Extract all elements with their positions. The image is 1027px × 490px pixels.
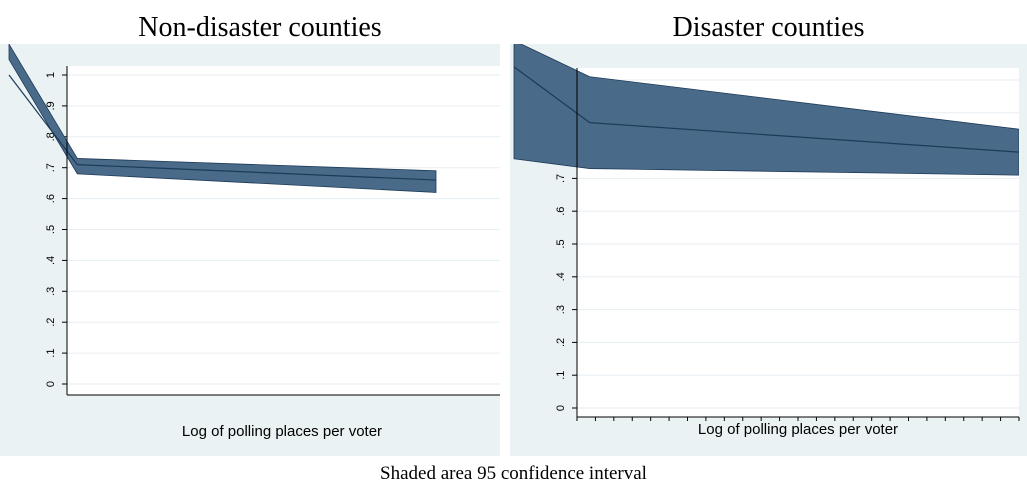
left-y-tick-label: .6: [45, 194, 57, 203]
right-y-tick-label: .2: [555, 338, 567, 347]
right-y-tick-label: .1: [555, 371, 567, 380]
right-x-axis-label: Log of polling places per voter: [698, 421, 898, 438]
right-y-tick-label: .3: [555, 305, 567, 314]
left-y-tick-label: .2: [45, 318, 57, 327]
right-y-tick-label: .6: [555, 207, 567, 216]
left-y-tick-label: .1: [45, 349, 57, 358]
chart-non-disaster: 0 .1 .2 .3 .4 .5 .6 .7 .8 .9 1 Log of polling place…: [0, 44, 500, 456]
left-x-axis-label: Log of polling places per voter: [182, 423, 382, 440]
chart-title-non-disaster: Non-disaster counties: [138, 12, 382, 43]
left-y-tick-label: .3: [45, 287, 57, 296]
left-plot-area: [67, 66, 500, 395]
left-y-tick-label: 0: [45, 381, 57, 387]
left-y-tick-label: .7: [45, 163, 57, 172]
left-y-tick-label: 1: [45, 72, 57, 78]
chart-title-disaster: Disaster counties: [672, 12, 865, 43]
right-y-tick-label: .4: [555, 272, 567, 281]
chart-footer-note: Shaded area 95 confidence interval: [380, 463, 647, 484]
left-y-tick-label: .8: [45, 132, 57, 141]
right-estimate-line: [513, 66, 1019, 153]
left-estimate-line: [8, 74, 437, 181]
right-y-tick-label: .7: [555, 174, 567, 183]
right-confidence-band: [513, 44, 1019, 176]
left-y-tick-label: .4: [45, 256, 57, 265]
left-y-tick-label: .5: [45, 225, 57, 234]
right-y-tick-label: .5: [555, 239, 567, 248]
left-confidence-band: [8, 44, 437, 193]
left-y-tick-label: .9: [45, 101, 57, 110]
right-y-tick-label: 0: [555, 405, 567, 411]
